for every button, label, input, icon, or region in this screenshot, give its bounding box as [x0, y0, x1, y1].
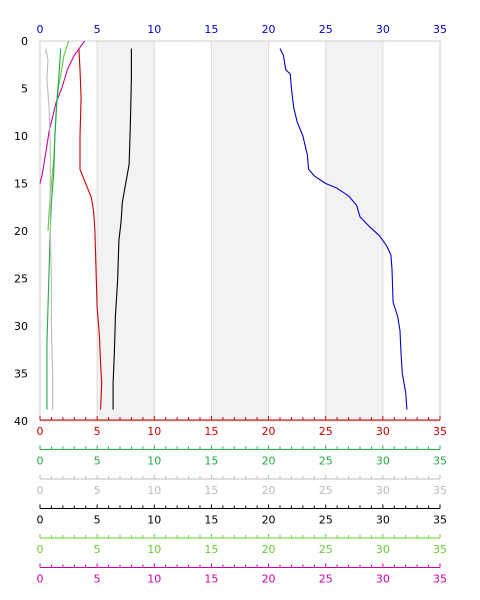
y-axis-tick-label: 10	[14, 130, 28, 143]
y-axis-tick-label: 35	[14, 368, 28, 381]
top-axis-tick-label: 30	[376, 23, 390, 36]
shaded-band-0	[97, 41, 155, 421]
bottom-axis-tick-label: 35	[433, 543, 447, 556]
bottom-axis-tick-label: 35	[433, 573, 447, 586]
bottom-axis-lime: 0 5 10 15 20 25 30 35	[37, 534, 447, 556]
bottom-axis-tick-label: 20	[262, 455, 276, 468]
shaded-band-1	[211, 41, 269, 421]
bottom-axis-tick-label: 0	[37, 543, 44, 556]
bottom-axis-tick-label: 30	[376, 425, 390, 438]
bottom-axis-tick-label: 30	[376, 484, 390, 497]
bottom-axis-tick-label: 25	[319, 514, 333, 527]
bottom-axis-tick-label: 0	[37, 484, 44, 497]
bottom-axis-green: 0 5 10 15 20 25 30 35	[37, 445, 447, 468]
y-axis-tick-label: 0	[21, 35, 28, 48]
shaded-band-2	[325, 41, 383, 421]
bottom-axis-tick-label: 20	[262, 484, 276, 497]
bottom-axis-tick-label: 20	[262, 514, 276, 527]
bottom-axis-tick-label: 0	[37, 455, 44, 468]
y-axis-tick-label: 25	[14, 273, 28, 286]
top-axis-tick-label: 25	[319, 23, 333, 36]
bottom-axis-tick-label: 30	[376, 455, 390, 468]
y-axis-tick-label: 5	[21, 83, 28, 96]
bottom-axis-tick-label: 15	[204, 425, 218, 438]
bottom-axis-tick-label: 20	[262, 543, 276, 556]
bottom-axis-tick-label: 10	[147, 573, 161, 586]
y-axis-tick-label: 15	[14, 178, 28, 191]
bottom-axis-tick-label: 5	[94, 543, 101, 556]
bottom-axis-tick-label: 30	[376, 543, 390, 556]
series-line-1	[112, 48, 132, 410]
bottom-axis-tick-label: 0	[37, 573, 44, 586]
bottom-axis-tick-label: 0	[37, 514, 44, 527]
series-line-0	[279, 48, 408, 410]
bottom-axis-tick-label: 35	[433, 455, 447, 468]
bottom-axis-red: 0 5 10 15 20 25 30 35	[37, 416, 447, 438]
bottom-axis-tick-label: 0	[37, 425, 44, 438]
top-axis-tick-label: 15	[204, 23, 218, 36]
bottom-axis-magenta: 0 5 10 15 20 25 30 35	[37, 563, 447, 586]
bottom-axis-tick-label: 5	[94, 425, 101, 438]
bottom-axis-tick-label: 10	[147, 484, 161, 497]
bottom-axis-tick-label: 10	[147, 543, 161, 556]
bottom-axis-tick-label: 25	[319, 425, 333, 438]
bottom-axis-tick-label: 20	[262, 425, 276, 438]
bottom-axis-tick-label: 10	[147, 425, 161, 438]
plot-border	[39, 40, 441, 422]
bottom-axis-tick-label: 10	[147, 514, 161, 527]
bottom-axis-tick-label: 25	[319, 484, 333, 497]
bottom-axis-tick-label: 30	[376, 573, 390, 586]
bottom-axis-tick-label: 5	[94, 455, 101, 468]
bottom-axis-tick-label: 35	[433, 514, 447, 527]
bottom-axis-tick-label: 15	[204, 543, 218, 556]
series-line-3	[39, 40, 86, 184]
bottom-axis-tick-label: 30	[376, 514, 390, 527]
bottom-axis-tick-label: 5	[94, 514, 101, 527]
bottom-axis-tick-label: 25	[319, 543, 333, 556]
bottom-axis-black: 0 5 10 15 20 25 30 35	[37, 504, 447, 527]
bottom-axis-tick-label: 20	[262, 573, 276, 586]
y-axis-tick-label: 20	[14, 225, 28, 238]
series-line-2	[78, 48, 103, 410]
top-axis-tick-label: 0	[37, 23, 44, 36]
bottom-axis-tick-label: 35	[433, 425, 447, 438]
bottom-axis-tick-label: 15	[204, 573, 218, 586]
bottom-axis-tick-label: 35	[433, 484, 447, 497]
y-axis-tick-label: 30	[14, 320, 28, 333]
top-axis-tick-label: 10	[147, 23, 161, 36]
bottom-axis-tick-label: 10	[147, 455, 161, 468]
top-axis-tick-label: 20	[262, 23, 276, 36]
bottom-axis-tick-label: 5	[94, 573, 101, 586]
bottom-axis-tick-label: 25	[319, 455, 333, 468]
bottom-axis-grey: 0 5 10 15 20 25 30 35	[37, 475, 447, 497]
bottom-axis-tick-label: 15	[204, 514, 218, 527]
y-axis-tick-label: 40	[14, 415, 28, 428]
bottom-axis-tick-label: 15	[204, 484, 218, 497]
top-axis-tick-label: 5	[94, 23, 101, 36]
bottom-axis-tick-label: 15	[204, 455, 218, 468]
bottom-axis-tick-label: 5	[94, 484, 101, 497]
bottom-axis-tick-label: 25	[319, 573, 333, 586]
series-line-6	[45, 48, 54, 410]
top-axis-tick-label: 35	[433, 23, 447, 36]
